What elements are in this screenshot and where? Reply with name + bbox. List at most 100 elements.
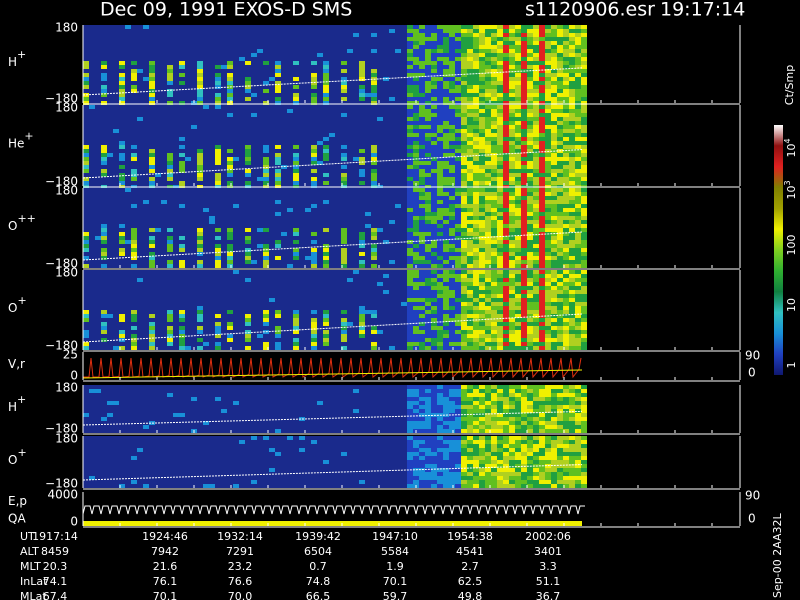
spectrogram-cell: [389, 65, 395, 69]
spectrogram-cell: [137, 53, 143, 57]
spectrogram-cell: [425, 45, 431, 49]
spectrogram-cell: [467, 29, 473, 33]
spectrogram-cell: [383, 149, 389, 153]
spectrogram-cell: [317, 248, 323, 252]
spectrogram-cell: [233, 57, 239, 61]
spectrogram-cell: [389, 97, 395, 101]
spectrogram-cell: [203, 256, 209, 260]
spectrogram-cell: [113, 212, 119, 216]
spectrogram-cell: [419, 57, 425, 61]
spectrogram-cell: [239, 232, 245, 236]
spectrogram-cell: [173, 220, 179, 224]
spectrogram-cell: [365, 109, 371, 113]
spectrogram-cell: [203, 224, 209, 228]
spectrogram-cell: [389, 33, 395, 37]
spectrogram-cell: [281, 208, 287, 212]
spectrogram-cell: [365, 141, 371, 145]
spectrogram-cell: [305, 149, 311, 153]
spectrogram-cell: [101, 29, 107, 33]
spectrogram-cell: [563, 157, 569, 161]
spectrogram-cell: [107, 77, 113, 81]
spectrogram-cell: [95, 97, 101, 101]
spectrogram-cell: [95, 129, 101, 133]
spectrogram-cell: [269, 228, 275, 232]
spectrogram-cell: [581, 85, 587, 89]
spectrogram-cell: [221, 53, 227, 57]
spectrogram-cell: [533, 109, 539, 113]
spectrogram-cell: [521, 29, 527, 33]
spectrogram-cell: [167, 256, 173, 260]
spectrogram-cell: [257, 196, 263, 200]
spectrogram-cell: [287, 228, 293, 232]
spectrogram-cell: [377, 97, 383, 101]
spectrogram-cell: [389, 113, 395, 117]
spectrogram-cell: [221, 41, 227, 45]
spectrogram-cell: [203, 109, 209, 113]
spectrogram-cell: [233, 121, 239, 125]
spectrogram-cell: [581, 129, 587, 133]
spectrogram-cell: [119, 25, 125, 29]
spectrogram-cell: [491, 49, 497, 53]
spectrogram-cell: [479, 69, 485, 73]
spectrogram-cell: [281, 173, 287, 177]
spectrogram-cell: [485, 121, 491, 125]
spectrogram-cell: [485, 37, 491, 41]
spectrogram-cell: [287, 141, 293, 145]
spectrogram-cell: [335, 157, 341, 161]
spectrogram-cell: [191, 216, 197, 220]
spectrogram-cell: [257, 61, 263, 65]
spectrogram-cell: [365, 133, 371, 137]
spectrogram-cell: [371, 204, 377, 208]
spectrogram-cell: [329, 153, 335, 157]
spectrogram-cell: [431, 153, 437, 157]
spectrogram-cell: [233, 77, 239, 81]
spectrogram-cell: [551, 105, 557, 109]
spectrogram-cell: [383, 93, 389, 97]
spectrogram-cell: [455, 181, 461, 185]
spectrogram-cell: [437, 133, 443, 137]
spectrogram-cell: [401, 145, 407, 149]
spectrogram-cell: [425, 125, 431, 129]
spectrogram-cell: [113, 41, 119, 45]
spectrogram-cell: [569, 25, 575, 29]
spectrogram-cell: [155, 248, 161, 252]
spectrogram-cell: [359, 196, 365, 200]
spectrogram-cell: [179, 113, 185, 117]
spectrogram-cell: [83, 129, 89, 133]
spectrogram-cell: [371, 145, 377, 149]
spectrogram-cell: [119, 161, 125, 165]
spectrogram-cell: [407, 169, 413, 173]
spectrogram-cell: [509, 125, 515, 129]
spectrogram-cell: [449, 77, 455, 81]
spectrogram-cell: [269, 125, 275, 129]
spectrogram-cell: [263, 109, 269, 113]
spectrogram-cell: [239, 45, 245, 49]
spectrogram-cell: [89, 61, 95, 65]
spectrogram-cell: [299, 109, 305, 113]
spectrogram-cell: [413, 133, 419, 137]
spectrogram-cell: [83, 212, 89, 216]
spectrogram-cell: [401, 53, 407, 57]
spectrogram-cell: [353, 149, 359, 153]
spectrogram-cell: [413, 141, 419, 145]
spectrogram-cell: [521, 232, 527, 236]
spectrogram-cell: [515, 264, 521, 268]
spectrogram-cell: [371, 200, 377, 204]
spectrogram-cell: [269, 101, 275, 105]
spectrogram-cell: [329, 61, 335, 65]
spectrogram-cell: [197, 181, 203, 185]
spectrogram-cell: [473, 133, 479, 137]
spectrogram-cell: [323, 93, 329, 97]
spectrogram-cell: [311, 232, 317, 236]
spectrogram-cell: [545, 109, 551, 113]
spectrogram-cell: [107, 85, 113, 89]
spectrogram-cell: [383, 252, 389, 256]
spectrogram-cell: [269, 200, 275, 204]
spectrogram-cell: [263, 125, 269, 129]
spectrogram-cell: [101, 125, 107, 129]
spectrogram-cell: [107, 260, 113, 264]
spectrogram-cell: [569, 53, 575, 57]
spectrogram-cell: [233, 49, 239, 53]
spectrogram-cell: [431, 212, 437, 216]
spectrogram-cell: [203, 61, 209, 65]
